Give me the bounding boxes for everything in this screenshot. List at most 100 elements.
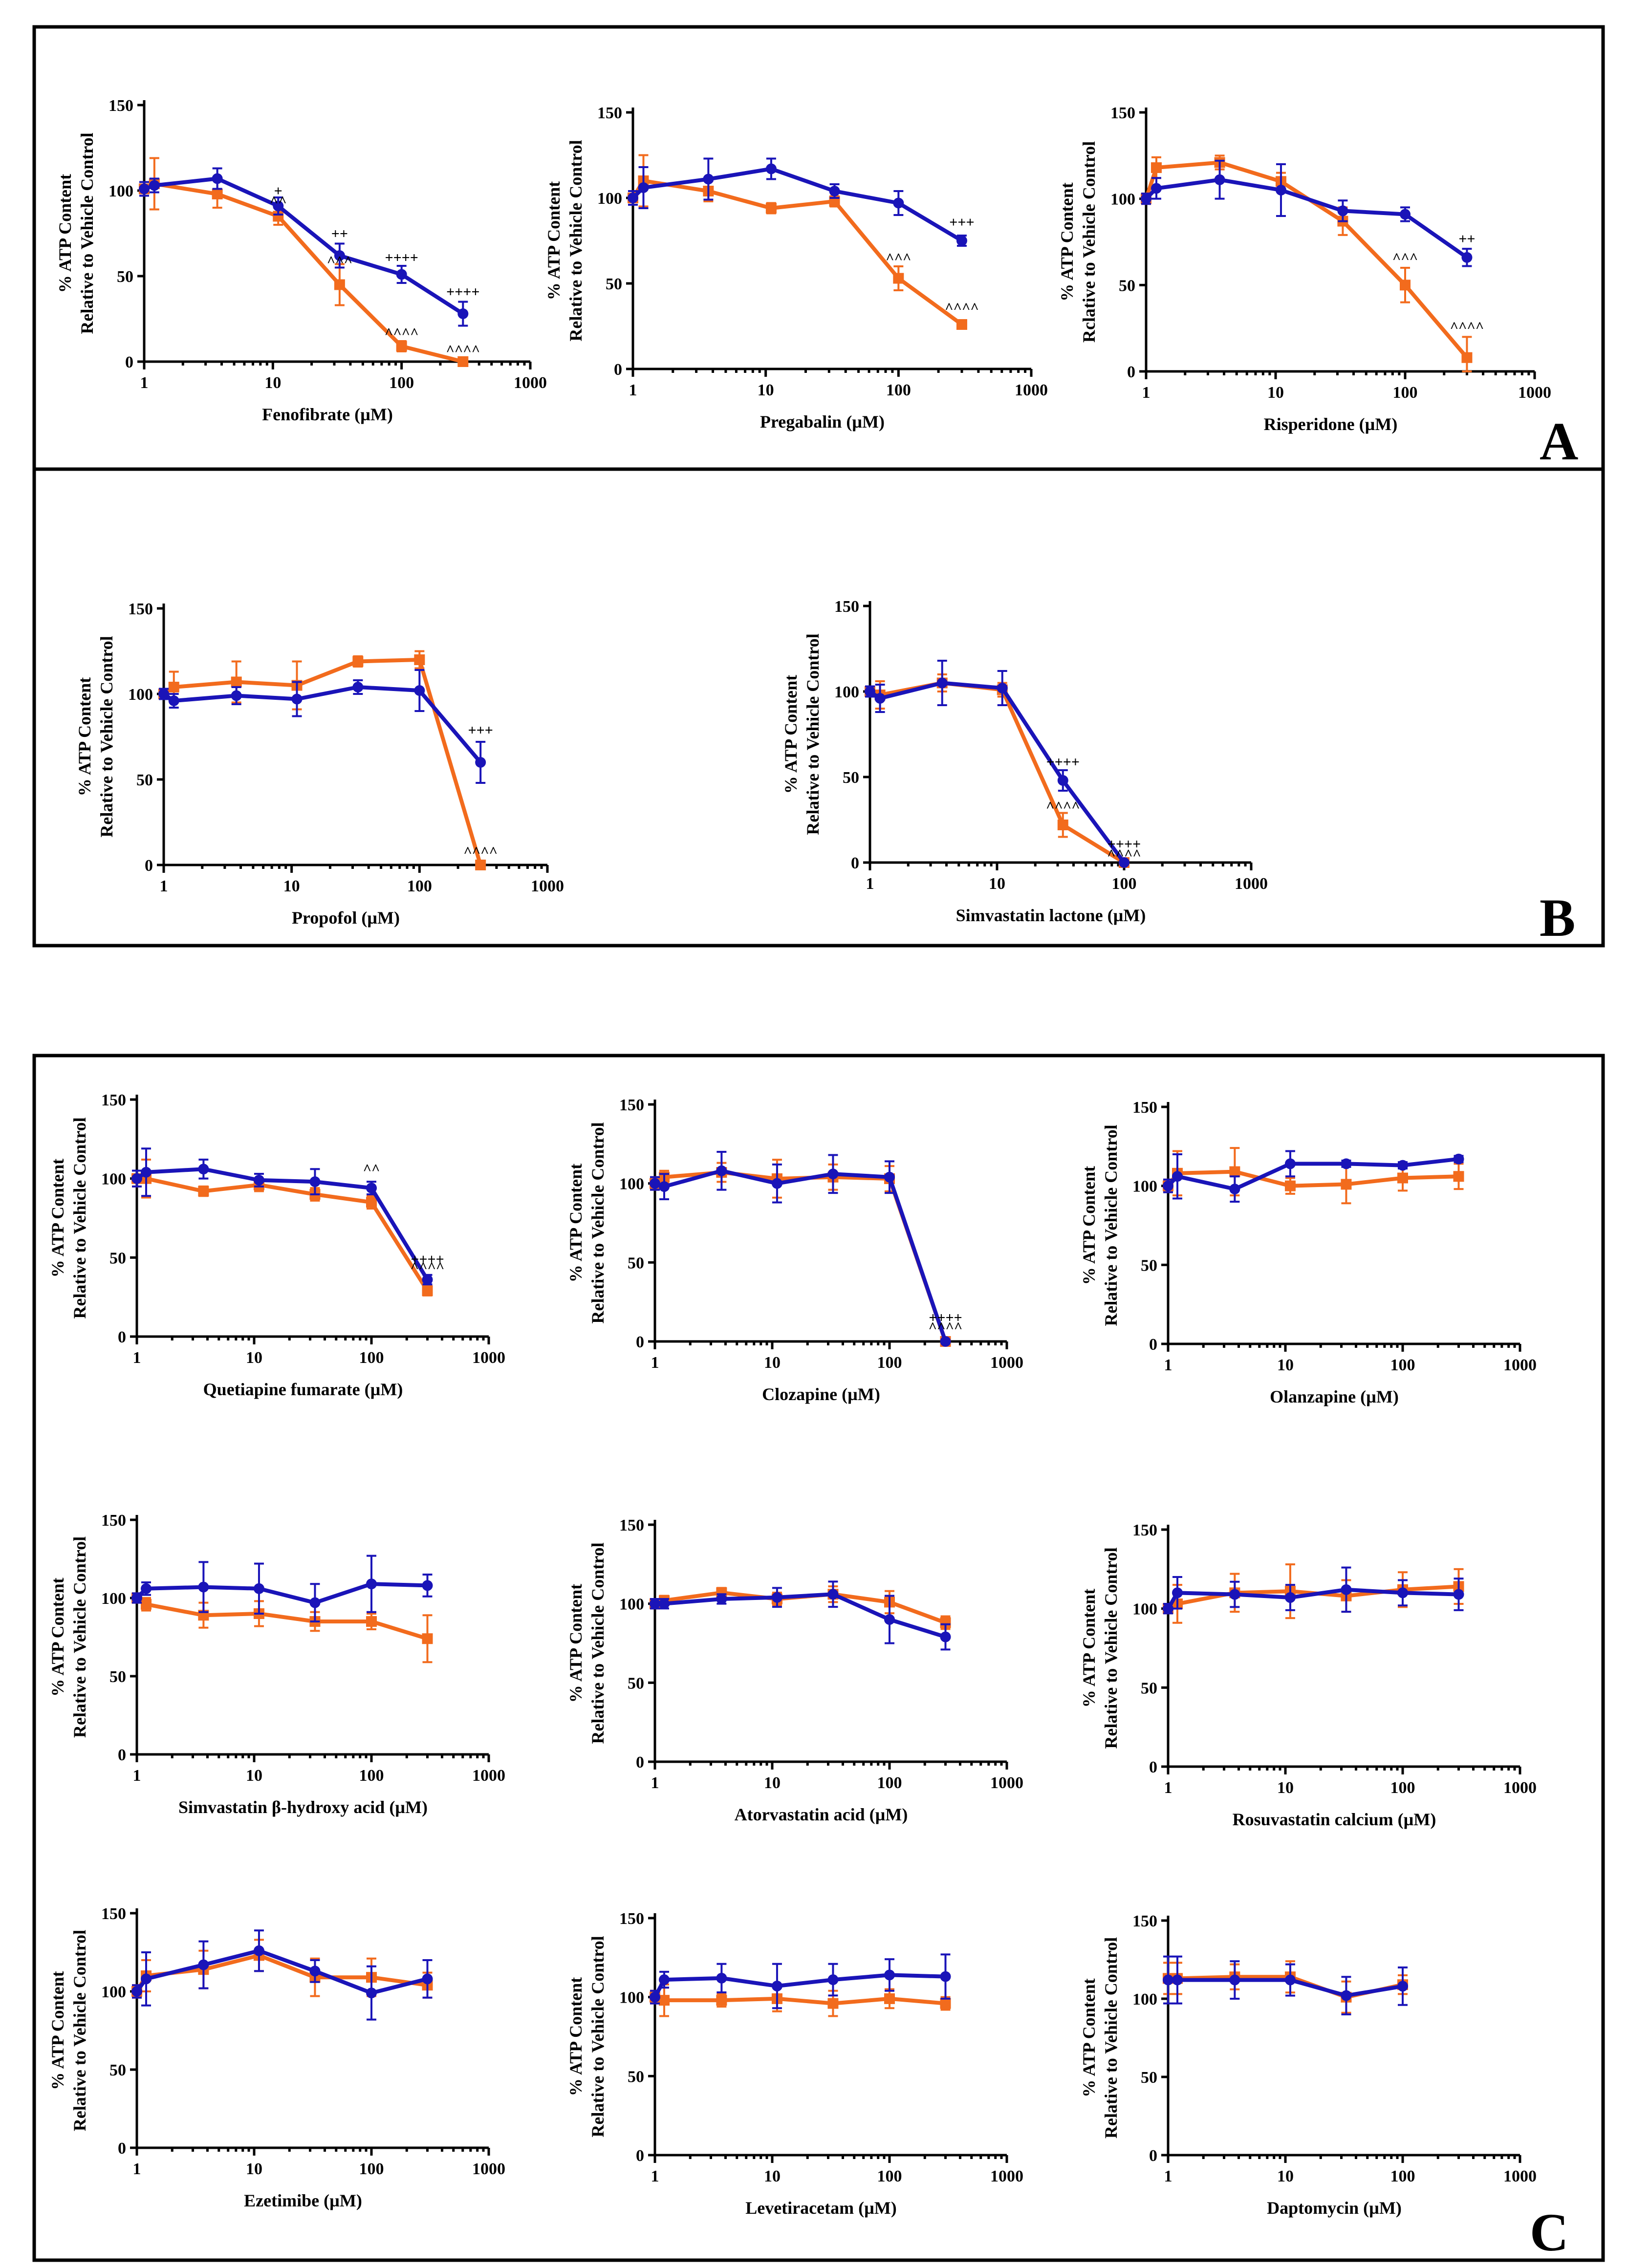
y-axis-title-line1: % ATP Content bbox=[544, 181, 564, 300]
y-axis-title-line2: Relative to Vehicle Control bbox=[70, 1930, 89, 2131]
significance-mark: +++ bbox=[949, 215, 974, 231]
y-axis-title-line2: Relative to Vehicle Control bbox=[566, 140, 586, 341]
data-point-blue bbox=[1341, 1584, 1352, 1595]
y-tick-label: 100 bbox=[109, 182, 133, 200]
data-point-blue bbox=[1453, 1589, 1464, 1600]
x-tick-label: 100 bbox=[1390, 2167, 1415, 2185]
data-point-orange bbox=[422, 1285, 433, 1296]
y-axis-title-line2: Relative to Vehicle Control bbox=[1101, 1547, 1121, 1749]
y-tick-label: 0 bbox=[851, 854, 859, 872]
chart-14: 0 50 100 150 1 10 100 1000 Daptomycin (µM) % ATP … bbox=[1079, 1912, 1537, 2218]
x-tick-label: 1000 bbox=[990, 1354, 1023, 1372]
y-axis-title-line1: % ATP Content bbox=[781, 675, 801, 794]
y-axis-title-line2: Relative to Vehicle Control bbox=[77, 132, 97, 334]
data-point-blue bbox=[865, 686, 875, 697]
data-point-blue bbox=[716, 1165, 727, 1176]
chart-2: 0 50 100 150 1 10 100 1000 Pregabalin (µM) % ATP … bbox=[544, 104, 1048, 432]
y-tick-label: 50 bbox=[628, 1254, 644, 1272]
data-point-blue bbox=[827, 1974, 839, 1986]
data-point-blue bbox=[1057, 775, 1068, 786]
data-point-blue bbox=[366, 1578, 377, 1590]
y-tick-label: 150 bbox=[109, 97, 133, 115]
x-tick-label: 1000 bbox=[1235, 875, 1268, 893]
x-tick-label: 1 bbox=[133, 1767, 141, 1785]
data-point-blue bbox=[273, 200, 284, 212]
data-point-orange bbox=[141, 1598, 152, 1610]
y-tick-label: 0 bbox=[145, 857, 153, 875]
data-point-orange bbox=[396, 341, 407, 352]
y-axis-title-line1: % ATP Content bbox=[1079, 1978, 1099, 2097]
y-tick-label: 50 bbox=[843, 769, 859, 787]
y-tick-label: 0 bbox=[1149, 1336, 1157, 1354]
x-tick-label: 100 bbox=[877, 1354, 902, 1372]
chart-1: 0 50 100 150 1 10 100 1000 Fenofibrate (µM) % ATP… bbox=[55, 97, 547, 424]
series-blue bbox=[131, 1929, 433, 2021]
series-blue bbox=[158, 669, 486, 784]
series-blue bbox=[1163, 1566, 1464, 1615]
y-axis-title-line2: Rclative to Vehicle Control bbox=[1079, 141, 1099, 343]
x-tick-label: 10 bbox=[246, 1767, 262, 1785]
y-axis-title-line1: % ATP Content bbox=[1079, 1589, 1099, 1707]
series-line-orange bbox=[869, 681, 1126, 864]
x-axis-title: Fenofibrate (µM) bbox=[262, 405, 393, 424]
x-tick-label: 1 bbox=[651, 1774, 659, 1792]
data-point-orange bbox=[334, 279, 345, 290]
y-tick-label: 0 bbox=[636, 2147, 644, 2165]
data-point-orange bbox=[422, 1633, 433, 1644]
x-tick-label: 100 bbox=[359, 1349, 384, 1367]
x-axis-title: Atorvastatin acid (µM) bbox=[735, 1805, 908, 1824]
x-axis-title: Olanzapine (µM) bbox=[1270, 1387, 1399, 1406]
data-point-blue bbox=[893, 197, 904, 209]
series-line-orange bbox=[135, 1596, 428, 1641]
data-point-blue bbox=[1163, 1603, 1173, 1614]
significance-mark: ^^^^ bbox=[411, 1259, 445, 1275]
series-orange bbox=[1141, 154, 1473, 372]
x-tick-label: 100 bbox=[389, 374, 414, 392]
data-point-blue bbox=[309, 1176, 321, 1188]
significance-mark: ^^^^ bbox=[385, 325, 419, 341]
data-point-blue bbox=[884, 1969, 895, 1981]
x-tick-label: 100 bbox=[359, 2160, 384, 2178]
series-line-orange bbox=[654, 1995, 946, 2006]
data-point-blue bbox=[628, 193, 638, 203]
x-tick-label: 1 bbox=[651, 2167, 659, 2185]
chart-5: 0 50 100 150 1 10 100 1000 Simvastatin lactone (… bbox=[781, 598, 1268, 925]
y-tick-label: 0 bbox=[118, 2139, 126, 2158]
x-tick-label: 1 bbox=[160, 877, 168, 895]
y-tick-label: 50 bbox=[1141, 1256, 1157, 1274]
data-point-blue bbox=[1229, 1974, 1240, 1986]
data-point-blue bbox=[1229, 1184, 1240, 1195]
significance-mark: ++++ bbox=[929, 1310, 962, 1326]
y-tick-label: 100 bbox=[1132, 1600, 1157, 1619]
y-tick-label: 0 bbox=[1149, 1758, 1157, 1776]
data-point-orange bbox=[168, 682, 179, 692]
data-point-blue bbox=[1172, 1587, 1183, 1598]
series-line-blue bbox=[655, 1592, 946, 1639]
y-tick-label: 150 bbox=[101, 1512, 126, 1530]
significance-mark: ^^^^ bbox=[446, 342, 480, 358]
data-point-blue bbox=[253, 1945, 264, 1956]
data-point-blue bbox=[1341, 1990, 1352, 2001]
data-point-orange bbox=[827, 1998, 839, 2009]
series-line-orange bbox=[1167, 1584, 1459, 1611]
panel-label-a: A bbox=[1540, 411, 1578, 471]
series-blue bbox=[628, 157, 967, 247]
data-point-blue bbox=[659, 1181, 670, 1192]
significance-mark: ^^^ bbox=[1392, 250, 1418, 266]
y-tick-label: 0 bbox=[636, 1333, 644, 1351]
chart-8: 0 50 100 150 1 10 100 1000 Olanzapine (µM) % ATP … bbox=[1079, 1099, 1537, 1406]
y-axis-title-line1: % ATP Content bbox=[1079, 1166, 1099, 1285]
x-tick-label: 10 bbox=[1267, 384, 1284, 402]
x-tick-label: 100 bbox=[1390, 1356, 1415, 1374]
series-orange bbox=[1163, 1147, 1464, 1205]
data-point-blue bbox=[1163, 1180, 1173, 1191]
y-tick-label: 150 bbox=[619, 1910, 644, 1928]
x-tick-label: 100 bbox=[1112, 875, 1137, 893]
data-point-blue bbox=[1172, 1974, 1183, 1986]
data-point-blue bbox=[158, 689, 169, 699]
y-axis-title-line2: Relative to Vehicle Control bbox=[1101, 1124, 1121, 1326]
x-tick-label: 10 bbox=[1277, 1779, 1294, 1797]
data-point-blue bbox=[198, 1581, 209, 1593]
y-tick-label: 0 bbox=[614, 361, 622, 379]
significance-mark: ++ bbox=[331, 226, 348, 242]
